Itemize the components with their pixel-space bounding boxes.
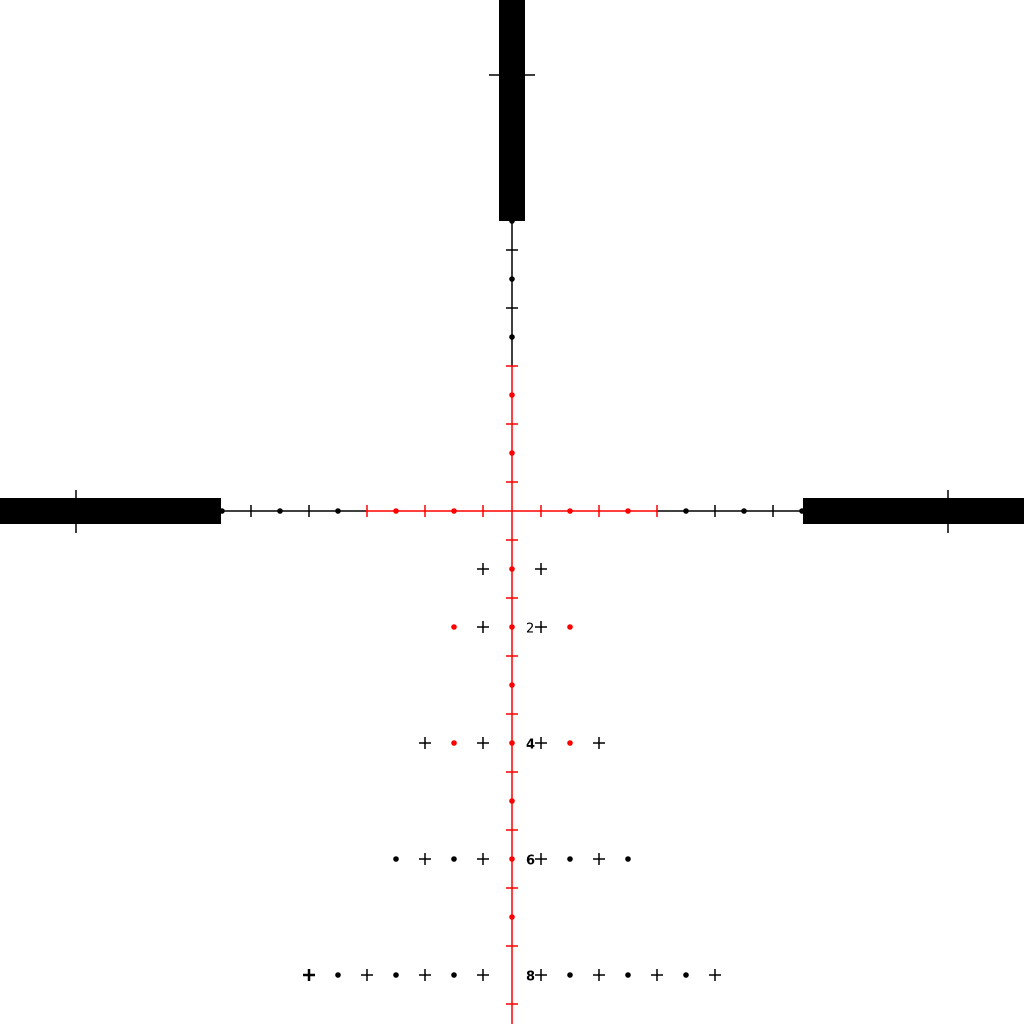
holdover-plus [535, 621, 547, 633]
holdover-plus [593, 969, 605, 981]
top-post [499, 0, 525, 221]
holdover-label-4: 4 [526, 738, 535, 753]
holdover-plus [477, 563, 489, 575]
holdover-plus-large [303, 969, 315, 981]
post-cross-marks [75, 74, 949, 533]
holdover-plus [535, 969, 547, 981]
holdover-plus [361, 969, 373, 981]
thin-crosshair-black [221, 221, 803, 512]
holdover-dot [393, 856, 399, 862]
subtension-ticks [250, 249, 774, 1005]
holdover-plus [535, 737, 547, 749]
horizontal-dot-right [741, 508, 747, 514]
holdover-plus [477, 969, 489, 981]
holdover-dot [451, 624, 457, 630]
holdover-plus [419, 853, 431, 865]
vertical-dot-lower [509, 856, 515, 862]
holdover-label-8: 8 [526, 970, 535, 985]
vertical-dot-upper [509, 450, 515, 456]
holdover-grid [303, 563, 721, 981]
vertical-dot-upper [509, 392, 515, 398]
vertical-dot-upper [509, 276, 515, 282]
holdover-plus [593, 737, 605, 749]
holdover-label-2: 2 [526, 622, 534, 637]
horizontal-dot-right [625, 508, 631, 514]
holdover-dot [567, 740, 573, 746]
heavy-posts [0, 0, 1024, 524]
holdover-dot [683, 972, 689, 978]
horizontal-dot-right [799, 508, 805, 514]
vertical-dot-upper [509, 218, 515, 224]
holdover-plus [477, 621, 489, 633]
holdover-plus [651, 969, 663, 981]
right-post [803, 498, 1024, 524]
holdover-dot [451, 856, 457, 862]
horizontal-dot-left [393, 508, 399, 514]
horizontal-dot-left [451, 508, 457, 514]
horizontal-dot-left [277, 508, 283, 514]
holdover-plus [419, 737, 431, 749]
holdover-dot [625, 856, 631, 862]
horizontal-dot-left [335, 508, 341, 514]
vertical-dot-lower [509, 682, 515, 688]
vertical-dot-lower [509, 914, 515, 920]
holdover-dot [451, 740, 457, 746]
holdover-dot [567, 624, 573, 630]
holdover-dot [567, 972, 573, 978]
holdover-plus [419, 969, 431, 981]
vertical-dot-lower [509, 624, 515, 630]
horizontal-dot-right [683, 508, 689, 514]
vertical-dot-lower [509, 566, 515, 572]
holdover-plus [477, 737, 489, 749]
holdover-plus [477, 853, 489, 865]
subtension-dots [219, 218, 805, 920]
vertical-dot-upper [509, 334, 515, 340]
holdover-label-6: 6 [526, 854, 535, 869]
vertical-dot-lower [509, 798, 515, 804]
holdover-dot [567, 856, 573, 862]
holdover-dot [393, 972, 399, 978]
holdover-plus [535, 563, 547, 575]
holdover-plus [709, 969, 721, 981]
holdover-dot [451, 972, 457, 978]
holdover-dot [335, 972, 341, 978]
holdover-dot [625, 972, 631, 978]
horizontal-dot-right [567, 508, 573, 514]
left-post [0, 498, 221, 524]
horizontal-dot-left [219, 508, 225, 514]
vertical-dot-lower [509, 740, 515, 746]
holdover-plus [535, 853, 547, 865]
holdover-labels: 2 4 6 8 [526, 622, 535, 985]
holdover-plus [593, 853, 605, 865]
